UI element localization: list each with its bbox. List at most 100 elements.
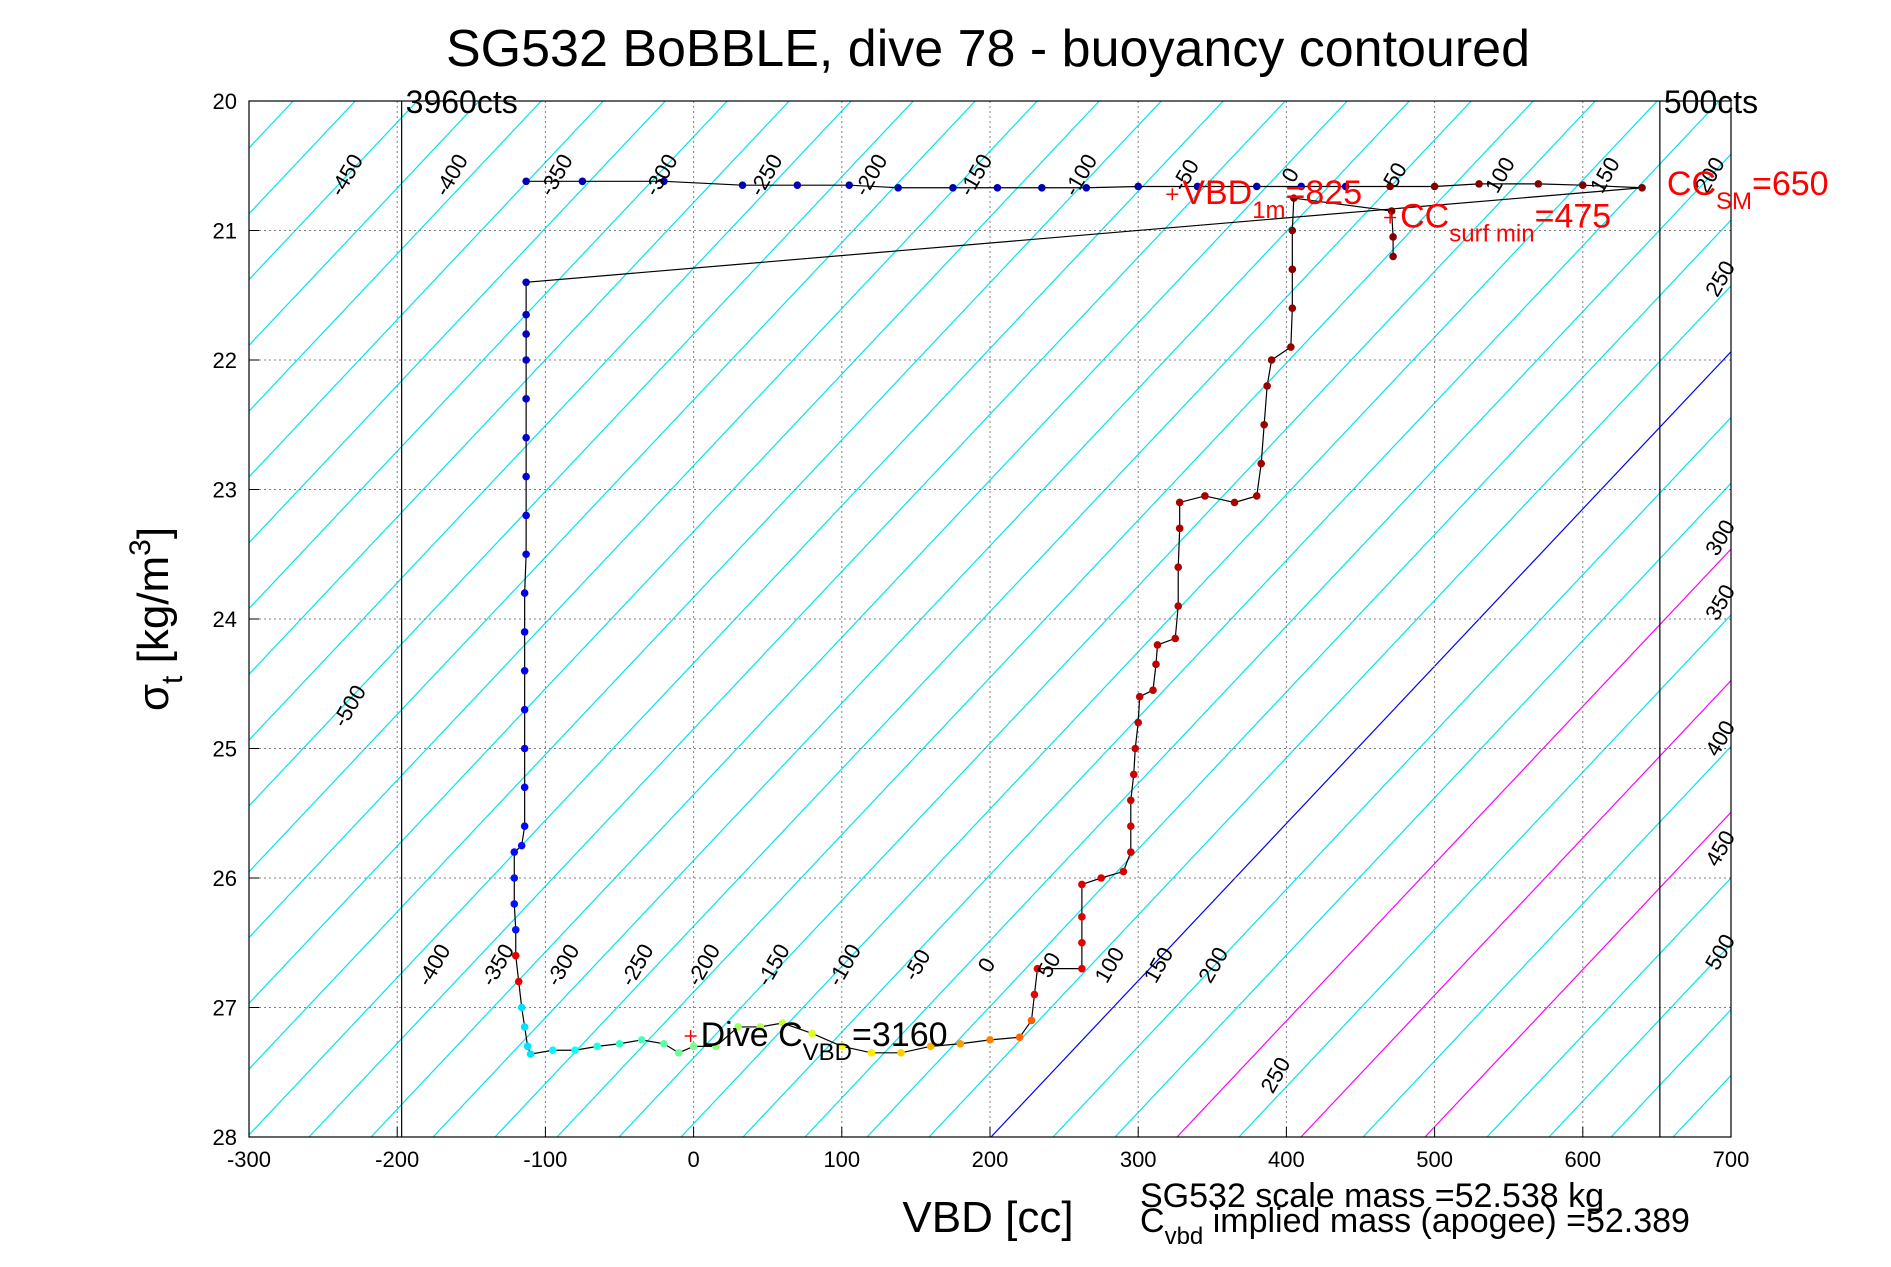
y-axis-label-main: σ: [129, 684, 178, 711]
data-point: [1252, 182, 1261, 191]
annotation-text: CCSM=650: [1667, 165, 1829, 215]
data-point: [956, 1039, 965, 1048]
axes: -300 -200 -100 0 100 200 300 400 500 600 700 20 21 22…: [213, 89, 1750, 1172]
data-point: [517, 841, 526, 850]
y-tick-label: 20: [213, 89, 237, 114]
data-point: [1257, 459, 1266, 468]
data-point: [517, 1003, 526, 1012]
data-point: [510, 874, 519, 882]
buoyancy-contour-line: [432, 101, 1410, 1137]
data-point: [1263, 382, 1271, 390]
data-point: [522, 395, 530, 403]
data-point: [660, 1039, 668, 1048]
chart-title: SG532 BoBBLE, dive 78 - buoyancy contour…: [446, 20, 1530, 78]
data-point: [520, 628, 529, 636]
implied-mass-value: implied mass (apogee) =52.389: [1203, 1202, 1690, 1240]
data-point: [1430, 182, 1439, 191]
data-point: [1175, 498, 1184, 507]
x-axis-label: VBD [cc]: [902, 1193, 1073, 1242]
data-point: [1126, 822, 1135, 830]
data-point: [993, 183, 1002, 192]
x-tick-label: 400: [1268, 1147, 1305, 1172]
data-point: [689, 1042, 698, 1051]
y-tick-label: 26: [213, 866, 237, 891]
data-point: [1174, 563, 1183, 571]
data-point: [1389, 252, 1397, 261]
data-point: [520, 705, 529, 714]
data-point: [1129, 770, 1138, 779]
data-point: [1134, 182, 1142, 191]
buoyancy-contour-line: [249, 101, 604, 478]
x-tick-label: 600: [1564, 1147, 1601, 1172]
count-marker-label: 500cts: [1664, 84, 1758, 120]
buoyancy-contour-line: [249, 101, 480, 347]
data-point: [522, 356, 530, 364]
buoyancy-contour-line: [1362, 745, 1731, 1137]
annotation-text: VBD1m=825: [1182, 174, 1362, 224]
scale-mass-text: SG532 scale mass =52.538 kg: [1140, 1177, 1604, 1215]
y-axis-label-units: [kg/m: [129, 556, 178, 676]
data-point: [1386, 182, 1394, 191]
data-point: [1078, 964, 1086, 973]
data-point: [1078, 913, 1086, 921]
y-tick-label: 21: [213, 219, 237, 244]
buoyancy-contour-line: [928, 285, 1731, 1137]
y-tick-label: 25: [213, 737, 237, 762]
data-point: [1174, 602, 1183, 610]
data-point: [1171, 634, 1180, 643]
data-point: [1260, 420, 1268, 429]
x-tick-label: 700: [1713, 1147, 1750, 1172]
buoyancy-contour-line: [249, 101, 666, 544]
y-tick-label: 22: [213, 348, 237, 373]
data-point: [522, 433, 530, 442]
data-point: [1131, 744, 1140, 753]
buoyancy-contour-line: [742, 101, 1720, 1137]
data-point: [778, 1019, 787, 1027]
data-point: [1387, 207, 1396, 215]
data-point: [867, 1049, 876, 1057]
x-tick-label: -100: [523, 1147, 567, 1172]
data-point: [593, 1042, 602, 1051]
data-point: [514, 977, 523, 986]
data-point: [1015, 1033, 1024, 1042]
count-marker-label: 3960cts: [406, 84, 518, 120]
data-points: [510, 177, 1646, 1058]
data-point: [1579, 181, 1587, 189]
data-point: [986, 1036, 994, 1044]
data-point: [1135, 692, 1144, 701]
data-point: [1193, 182, 1202, 191]
data-point: [549, 1046, 557, 1055]
data-point: [523, 1042, 532, 1051]
data-point: [1152, 660, 1160, 669]
annotation-text: CCsurf min=475: [1400, 198, 1611, 248]
data-point: [738, 181, 747, 189]
data-point: [520, 822, 529, 830]
data-point: [578, 177, 587, 186]
vertical-markers: 3960cts 500cts: [401, 84, 1758, 1137]
data-point: [1288, 226, 1297, 235]
data-point: [1078, 938, 1086, 947]
buoyancy-contour-line: [804, 153, 1731, 1137]
buoyancy-contour-line: [249, 101, 542, 412]
data-point: [1287, 343, 1295, 351]
data-point: [520, 744, 529, 753]
data-point: [526, 1050, 535, 1058]
y-tick-label: 24: [213, 607, 237, 632]
buoyancy-contour-line: [249, 101, 1100, 1005]
data-point: [1027, 1016, 1036, 1025]
y-axis-label: σt [kg/m3]: [124, 527, 189, 711]
x-tick-label: 500: [1416, 1147, 1453, 1172]
data-point: [949, 183, 957, 192]
data-point: [520, 589, 529, 597]
data-point: [1119, 867, 1128, 876]
y-tick-label: 27: [213, 996, 237, 1021]
data-point: [522, 330, 530, 338]
data-point: [1149, 686, 1157, 695]
y-axis-label-units-close: ]: [129, 527, 178, 539]
buoyancy-contour-line: [1052, 416, 1731, 1137]
data-point: [571, 1046, 579, 1055]
buoyancy-contour-line: [1114, 482, 1731, 1137]
data-point: [1134, 718, 1142, 727]
